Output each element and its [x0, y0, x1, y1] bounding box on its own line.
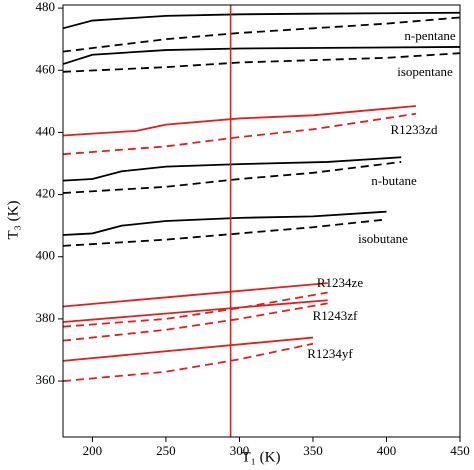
series-line	[62, 112, 417, 156]
line-label: isopentane	[397, 64, 453, 79]
series-line	[62, 105, 416, 137]
x-tick-label: 200	[83, 443, 103, 458]
line-label: R1233zd	[391, 122, 438, 137]
series-line	[62, 282, 328, 308]
x-tick-label: 350	[303, 443, 323, 458]
y-tick-label: 380	[36, 310, 56, 325]
x-tick-label: 450	[450, 443, 470, 458]
y-tick-label: 440	[36, 123, 56, 138]
series-line	[62, 210, 387, 236]
y-axis-label: T₃ (K)	[5, 201, 21, 240]
y-tick-label: 460	[36, 61, 56, 76]
line-label: R1234yf	[307, 346, 353, 361]
series-line	[62, 336, 314, 362]
x-tick-label: 250	[156, 443, 176, 458]
line-label: R1243zf	[313, 308, 358, 323]
y-tick-label: 360	[36, 372, 56, 387]
series-line	[62, 16, 461, 53]
line-label: n-butane	[371, 173, 417, 188]
series-line	[62, 11, 461, 30]
series-line	[62, 46, 461, 65]
line-label: n-pentane	[404, 28, 455, 43]
series-line	[62, 291, 328, 328]
series-line	[62, 218, 387, 247]
x-tick-label: 300	[230, 443, 250, 458]
series-line	[62, 302, 328, 342]
plot-frame	[62, 4, 461, 438]
series-line	[62, 156, 402, 182]
y-tick-label: 480	[36, 0, 56, 14]
y-tick-label: 420	[36, 186, 56, 201]
y-tick-label: 400	[36, 248, 56, 263]
series-line	[62, 299, 328, 323]
x-tick-label: 400	[377, 443, 397, 458]
x-axis-label: T₁ (K)	[242, 449, 281, 465]
series-line	[62, 161, 402, 194]
line-label: isobutane	[358, 231, 408, 246]
series-line	[62, 52, 461, 73]
series-line	[62, 342, 314, 382]
line-label: R1234ze	[317, 275, 363, 290]
